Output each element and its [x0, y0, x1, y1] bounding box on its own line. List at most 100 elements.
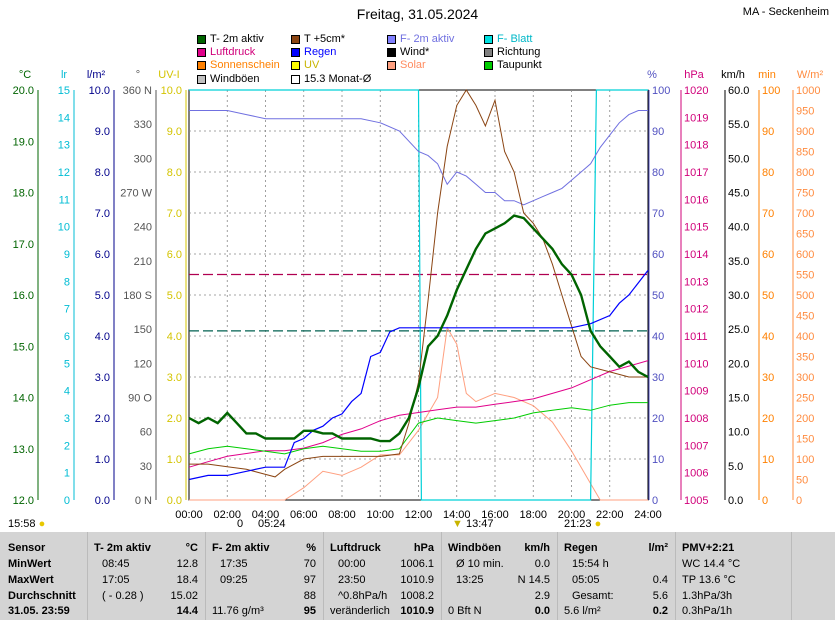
- wind-tick-label: 45.0: [728, 188, 749, 200]
- stats-cell-label: Ø 10 min.: [456, 558, 504, 570]
- stats-cell-value: 1010.9: [400, 574, 434, 586]
- legend-label: Windböen: [210, 73, 260, 85]
- x-tick-label: 10:00: [366, 509, 394, 521]
- rain-tick-label: 4.0: [95, 331, 110, 343]
- press-unit-label: hPa: [684, 69, 704, 81]
- rain-tick-label: 2.0: [95, 413, 110, 425]
- solar-tick-label: 250: [796, 393, 814, 405]
- legend-item: Windböen: [197, 73, 260, 85]
- stats-cell-value: 18.4: [176, 574, 198, 586]
- solar-tick-label: 600: [796, 249, 814, 261]
- dir-tick-label: 300: [134, 153, 152, 165]
- stats-col-head: T- 2m aktiv: [94, 542, 151, 554]
- uv-unit-label: UV-I: [158, 69, 179, 81]
- stats-cell-label: 11.76 g/m³: [212, 605, 264, 617]
- legend-swatch: [484, 34, 493, 44]
- dir-tick-label: 90 O: [128, 393, 152, 405]
- uv-tick-label: 8.0: [167, 167, 182, 179]
- legend-swatch: [197, 47, 206, 57]
- temp-tick-label: 12.0: [13, 495, 34, 507]
- rain-tick-label: 1.0: [95, 454, 110, 466]
- lr-tick-label: 0: [64, 495, 70, 507]
- min-tick-label: 10: [762, 454, 774, 466]
- hum-tick-label: 70: [652, 208, 664, 220]
- solar-tick-label: 650: [796, 229, 814, 241]
- stats-row-label: Sensor: [8, 542, 46, 554]
- wind-tick-label: 0.0: [728, 495, 743, 507]
- legend-item: Regen: [291, 46, 336, 58]
- stats-cell-label: 09:25: [220, 574, 248, 586]
- stats-cell-label: 15:54 h: [572, 558, 609, 570]
- min-tick-label: 80: [762, 167, 774, 179]
- stats-cell-label: veränderlich: [330, 605, 390, 617]
- temp-tick-label: 20.0: [13, 85, 34, 97]
- stats-row-label: 31.05. 23:59: [8, 605, 70, 617]
- uv-max-time: 13:47: [465, 518, 494, 530]
- press-tick-label: 1013: [684, 276, 708, 288]
- lr-tick-label: 3: [64, 413, 70, 425]
- stats-col-divider: [323, 532, 324, 620]
- series-line-regen: [188, 270, 649, 481]
- stats-cell-value: 5.6: [652, 590, 668, 602]
- lr-tick-label: 2: [64, 440, 70, 452]
- min-tick-label: 20: [762, 413, 774, 425]
- min-tick-label: 100: [762, 85, 780, 97]
- stats-cell-value: 70: [303, 558, 316, 570]
- uv-tick-label: 10.0: [161, 85, 182, 97]
- x-tick-label: 16:00: [481, 509, 509, 521]
- legend-item: F- 2m aktiv: [387, 33, 454, 45]
- stats-col-divider: [557, 532, 558, 620]
- stats-cell-label: ^0.8hPa/h: [338, 590, 388, 602]
- solar-tick-label: 450: [796, 311, 814, 323]
- hum-tick-label: 0: [652, 495, 658, 507]
- stats-col-head: Luftdruck: [330, 542, 381, 554]
- legend-swatch: [387, 60, 396, 70]
- hum-tick-label: 100: [652, 85, 670, 97]
- legend-swatch: [197, 60, 206, 70]
- legend-swatch: [291, 60, 300, 70]
- solar-tick-label: 1000: [796, 85, 820, 97]
- stats-cell-label: 08:45: [102, 558, 130, 570]
- lr-tick-label: 10: [58, 222, 70, 234]
- wind-tick-label: 30.0: [728, 290, 749, 302]
- wind-tick-label: 60.0: [728, 85, 749, 97]
- temp-tick-label: 14.0: [13, 393, 34, 405]
- hum-tick-label: 90: [652, 126, 664, 138]
- uv-tick-label: 9.0: [167, 126, 182, 138]
- stats-col-unit: hPa: [413, 542, 434, 554]
- legend-item: Sonnenschein: [197, 59, 280, 71]
- rain-tick-label: 7.0: [95, 208, 110, 220]
- lr-tick-label: 8: [64, 276, 70, 288]
- rain-tick-label: 0.0: [95, 495, 110, 507]
- temp-tick-label: 16.0: [13, 290, 34, 302]
- solar-tick-label: 550: [796, 270, 814, 282]
- min-tick-label: 70: [762, 208, 774, 220]
- legend-swatch: [291, 34, 300, 44]
- sunset-time: 21:23: [564, 518, 592, 530]
- stats-cell-value: 2.9: [534, 590, 550, 602]
- solar-tick-label: 850: [796, 147, 814, 159]
- wind-tick-label: 5.0: [728, 461, 743, 473]
- solar-tick-label: 300: [796, 372, 814, 384]
- legend-item: Richtung: [484, 46, 540, 58]
- stats-cell-value: 1006.1: [400, 558, 434, 570]
- stats-col-divider: [791, 532, 792, 620]
- rain-tick-label: 8.0: [95, 167, 110, 179]
- weather-chart: 00:00 02:00 04:00 06:00 08:00 10:00 12:00 14:00…: [13, 69, 824, 521]
- stats-cell-label: ( - 0.28 ): [102, 590, 144, 602]
- hum-tick-label: 60: [652, 249, 664, 261]
- min-tick-label: 0: [762, 495, 768, 507]
- legend-label: Solar: [400, 59, 426, 71]
- uv-tick-label: 5.0: [167, 290, 182, 302]
- legend-item: Wind*: [387, 46, 429, 58]
- stats-cell-label: 5.6 l/m²: [564, 605, 601, 617]
- temp-tick-label: 19.0: [13, 136, 34, 148]
- rain-tick-label: 10.0: [89, 85, 110, 97]
- legend-swatch: [484, 60, 493, 70]
- stats-col-divider: [87, 532, 88, 620]
- stats-col-unit: %: [306, 542, 316, 554]
- legend-item: F- Blatt: [484, 33, 532, 45]
- press-tick-label: 1014: [684, 249, 708, 261]
- wind-unit-label: km/h: [721, 69, 745, 81]
- legend-swatch: [484, 47, 493, 57]
